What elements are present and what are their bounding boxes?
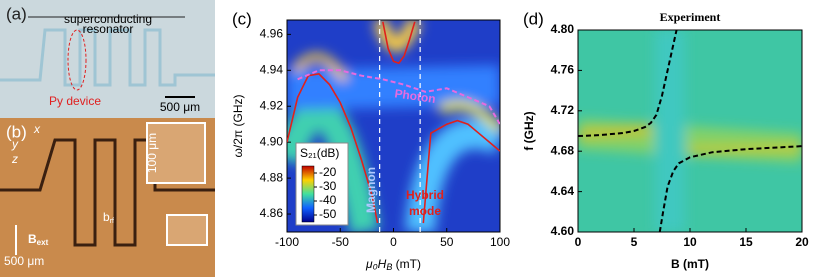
x-tick-label: 0 xyxy=(575,235,582,249)
axis-label: y xyxy=(11,137,19,151)
x-tick-label: -50 xyxy=(332,235,350,249)
x-axis-label: μ₀HB (mT) xyxy=(365,257,421,272)
y-tick-label: 4.80 xyxy=(551,22,575,36)
colorbar-tick-label: -50 xyxy=(319,207,337,221)
annotation: Hybrid xyxy=(406,188,444,202)
y-tick-label: 4.76 xyxy=(551,63,575,77)
x-tick-label: 15 xyxy=(739,235,753,249)
x-tick-label: 0 xyxy=(390,235,397,249)
annotation: mode xyxy=(409,204,441,218)
annotation: Bext xyxy=(28,232,49,247)
y-tick-label: 4.94 xyxy=(260,62,284,76)
series-line xyxy=(382,21,416,65)
x-tick-label: -100 xyxy=(275,235,299,249)
colorbar-tick-label: -20 xyxy=(319,165,337,179)
series-line xyxy=(287,73,379,224)
annotation: resonator xyxy=(83,22,134,36)
plot-area xyxy=(287,20,500,232)
x-axis-label: B (mT) xyxy=(671,257,709,271)
resonator-line xyxy=(0,28,215,87)
y-tick-label: 4.68 xyxy=(551,143,575,157)
x-tick-label: 50 xyxy=(440,235,454,249)
panel-a: (a) superconducting resonator Py device … xyxy=(0,0,215,118)
annotation: Magnon xyxy=(364,167,378,213)
inset xyxy=(146,122,206,184)
y-tick-label: 4.92 xyxy=(260,98,284,112)
panel-label: (c) xyxy=(232,9,252,28)
series-line xyxy=(297,69,500,125)
scale-label: 500 μm xyxy=(4,254,44,268)
y-tick-label: 4.86 xyxy=(260,206,284,220)
colorbar xyxy=(301,165,315,223)
annotation: brf xyxy=(103,210,114,225)
series-line xyxy=(422,119,500,224)
device-marker xyxy=(67,29,87,91)
y-tick-label: 4.90 xyxy=(260,134,284,148)
panel-b: (b) x y z 100 μm Bext brf 500 μm xyxy=(0,118,215,277)
annotation: Photon xyxy=(394,86,437,106)
chart-title: Experiment xyxy=(660,10,721,24)
y-tick-label: 4.88 xyxy=(260,170,284,184)
series-line xyxy=(578,30,802,232)
x-tick-label: 10 xyxy=(683,235,697,249)
panel-label: (d) xyxy=(523,9,544,28)
colorbar-title: S₂₁(dB) xyxy=(300,146,339,160)
x-tick-label: 20 xyxy=(795,235,809,249)
annotation: Py device xyxy=(49,94,101,108)
x-axis-label-part: B xyxy=(386,262,392,272)
y-tick-label: 4.96 xyxy=(260,27,284,41)
heatmap xyxy=(578,30,802,232)
y-tick-label: 4.72 xyxy=(551,103,575,117)
y-axis-label: f (GHz) xyxy=(522,111,536,150)
axis-label: z xyxy=(11,152,18,166)
plot-area xyxy=(578,30,802,232)
colorbar-tick-label: -40 xyxy=(319,193,337,207)
annotation: superconducting xyxy=(64,12,152,26)
y-axis-label: ω/2π (GHz) xyxy=(231,95,245,158)
micrograph xyxy=(0,0,215,118)
y-tick-label: 4.60 xyxy=(551,224,575,238)
colorbar-tick-label: -30 xyxy=(319,179,337,193)
x-tick-label: 100 xyxy=(490,235,510,249)
panel-label: (a) xyxy=(6,4,27,23)
x-axis-label-part: (mT) xyxy=(392,257,421,271)
inset xyxy=(166,214,208,246)
panel-label: (b) xyxy=(6,122,27,141)
axis-label: x xyxy=(33,122,41,136)
x-axis-label-part: μ₀H xyxy=(365,257,387,271)
scale-label: 100 μm xyxy=(145,133,159,173)
y-tick-label: 4.64 xyxy=(551,184,575,198)
x-tick-label: 5 xyxy=(631,235,638,249)
scale-label: 500 μm xyxy=(160,100,200,114)
